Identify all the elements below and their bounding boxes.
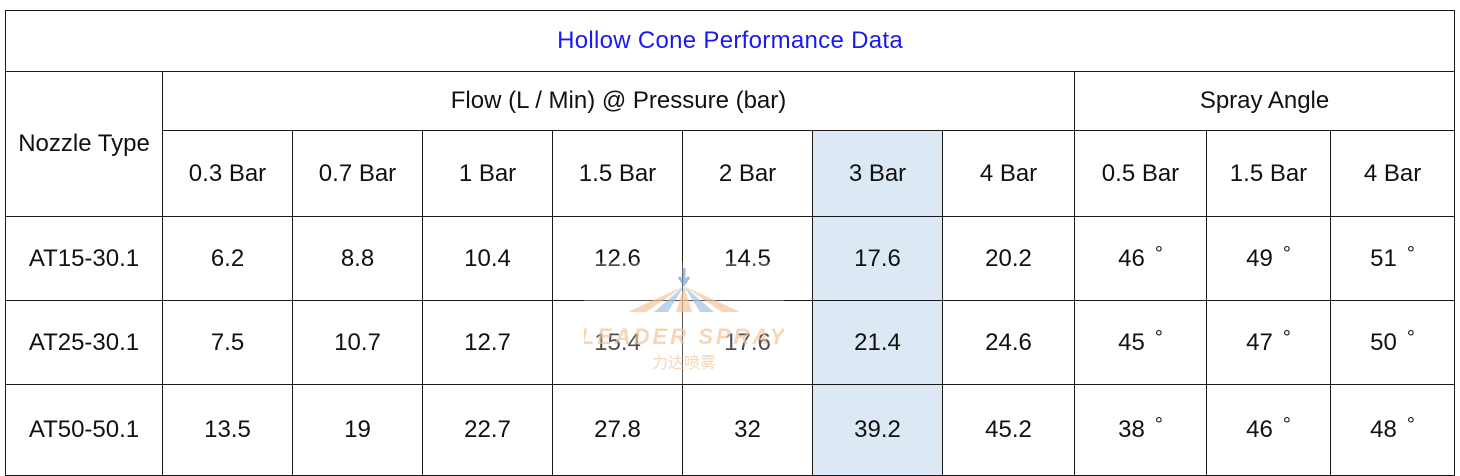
flow-cell: 12.7 [422,300,553,385]
angle-cell: 46 ° [1206,384,1331,476]
angle-cell: 50 ° [1329,300,1456,385]
flow-cell: 12.6 [552,216,683,301]
degree-symbol: ° [1406,326,1415,349]
angle-value: 50 [1370,328,1397,356]
flow-cell: 45.2 [942,384,1075,476]
angle-pressure-header: 4 Bar [1329,130,1456,217]
angle-value: 48 [1370,416,1397,443]
table-row: AT15-30.1 6.2 8.8 10.4 12.6 14.5 17.6 20… [5,216,1456,301]
angle-value: 49 [1246,244,1273,272]
flow-cell: 22.7 [422,384,553,476]
flow-cell: 7.5 [162,300,293,385]
angle-cell: 38 ° [1074,384,1207,476]
flow-cell: 14.5 [682,216,813,301]
flow-pressure-header: 1.5 Bar [552,130,683,217]
angle-cell: 51 ° [1329,216,1456,301]
nozzle-type-cell: AT25-30.1 [5,300,163,385]
table-title: Hollow Cone Performance Data [4,10,1456,72]
degree-symbol: ° [1154,414,1163,436]
nozzle-type-cell: AT15-30.1 [5,216,163,301]
flow-cell: 15.4 [552,300,683,385]
performance-table: Hollow Cone Performance Data Nozzle Type… [4,10,1456,476]
flow-cell: 17.6 [682,300,813,385]
flow-pressure-header: 4 Bar [942,130,1075,217]
flow-cell-highlighted: 21.4 [812,300,943,385]
flow-pressure-header-highlighted: 3 Bar [812,130,943,217]
angle-cell: 47 ° [1206,300,1331,385]
flow-cell: 24.6 [942,300,1075,385]
flow-group-header: Flow (L / Min) @ Pressure (bar) [162,71,1075,131]
degree-symbol: ° [1282,326,1291,349]
flow-cell: 20.2 [942,216,1075,301]
flow-cell-highlighted: 17.6 [812,216,943,301]
degree-symbol: ° [1406,414,1415,436]
angle-cell: 46 ° [1074,216,1207,301]
angle-cell: 45 ° [1074,300,1207,385]
flow-cell: 19 [292,384,423,476]
degree-symbol: ° [1154,242,1163,265]
angle-value: 51 [1370,244,1397,272]
angle-value: 38 [1118,416,1145,443]
angle-value: 46 [1118,244,1145,272]
angle-value: 47 [1246,328,1273,356]
flow-cell: 8.8 [292,216,423,301]
degree-symbol: ° [1282,414,1291,436]
angle-pressure-header: 0.5 Bar [1074,130,1207,217]
flow-cell: 13.5 [162,384,293,476]
spray-angle-group-header: Spray Angle [1073,71,1456,131]
angle-cell: 48 ° [1329,384,1456,476]
flow-cell: 10.7 [292,300,423,385]
nozzle-type-header: Nozzle Type [5,71,163,217]
flow-cell: 10.4 [422,216,553,301]
degree-symbol: ° [1154,326,1163,349]
degree-symbol: ° [1282,242,1291,265]
flow-cell: 6.2 [162,216,293,301]
flow-pressure-header: 2 Bar [682,130,813,217]
flow-pressure-header: 1 Bar [422,130,553,217]
angle-pressure-header: 1.5 Bar [1206,130,1331,217]
table-row: AT25-30.1 7.5 10.7 12.7 15.4 17.6 21.4 2… [5,300,1456,385]
flow-pressure-header: 0.7 Bar [292,130,423,217]
nozzle-type-cell: AT50-50.1 [5,384,163,476]
flow-pressure-header: 0.3 Bar [162,130,293,217]
flow-cell: 32 [682,384,813,476]
angle-value: 45 [1118,328,1145,356]
degree-symbol: ° [1406,242,1415,265]
table-row: AT50-50.1 13.5 19 22.7 27.8 32 39.2 45.2… [5,384,1456,476]
angle-cell: 49 ° [1206,216,1331,301]
angle-value: 46 [1246,416,1273,443]
flow-cell: 27.8 [552,384,683,476]
flow-cell-highlighted: 39.2 [812,384,943,476]
